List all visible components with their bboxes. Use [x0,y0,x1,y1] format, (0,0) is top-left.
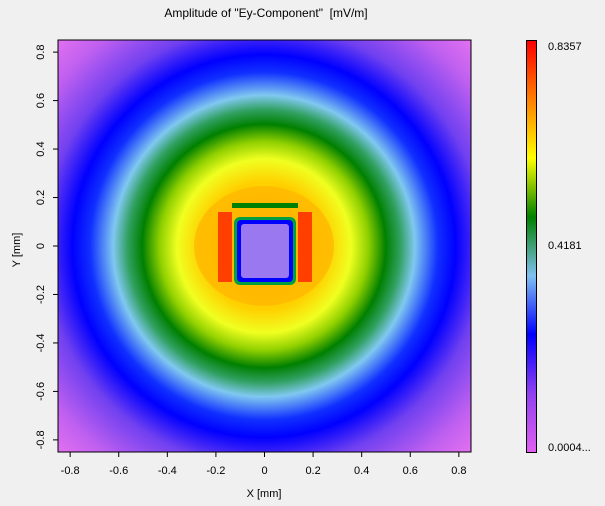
y-tick-label: -0.6 [35,382,47,401]
x-tick-label: -0.2 [206,465,225,477]
colorbar-max-label: 0.8357 [548,41,582,53]
hotspot-left [218,212,232,282]
chart-title: Amplitude of "Ey-Component" [mV/m] [164,6,368,20]
y-tick-label: 0.2 [35,190,47,205]
structure-interior [241,224,289,278]
x-tick-label: 0.4 [354,465,369,477]
y-tick-label: 0.6 [35,93,47,108]
y-tick-label: 0 [35,243,47,249]
y-tick-label: -0.2 [35,285,47,304]
y-tick-label: 0.4 [35,141,47,156]
y-tick-label: -0.8 [35,430,47,449]
x-tick-label: -0.8 [61,465,80,477]
y-tick-label: 0.8 [35,44,47,59]
heatmap [58,40,471,452]
x-tick-label: -0.4 [158,465,177,477]
colorbar-mid-label: 0.4181 [548,240,582,252]
y-tick-label: -0.4 [35,333,47,352]
y-axis-label: Y [mm] [11,232,23,268]
upper-stripe [232,203,298,208]
x-tick-label: 0 [261,465,267,477]
x-axis-label: X [mm] [246,488,282,500]
x-tick-label: -0.6 [109,465,128,477]
x-tick-label: 0.6 [403,465,418,477]
x-tick-label: 0.8 [451,465,466,477]
hotspot-right [298,212,312,282]
colorbar [526,40,537,453]
x-tick-label: 0.2 [305,465,320,477]
colorbar-min-label: 0.0004... [548,442,591,454]
axis-ticks: -0.8 -0.6 -0.4 -0.2 0 0.2 0.4 0.6 0.8 -0.8 -0.6 -0.… [35,44,467,477]
